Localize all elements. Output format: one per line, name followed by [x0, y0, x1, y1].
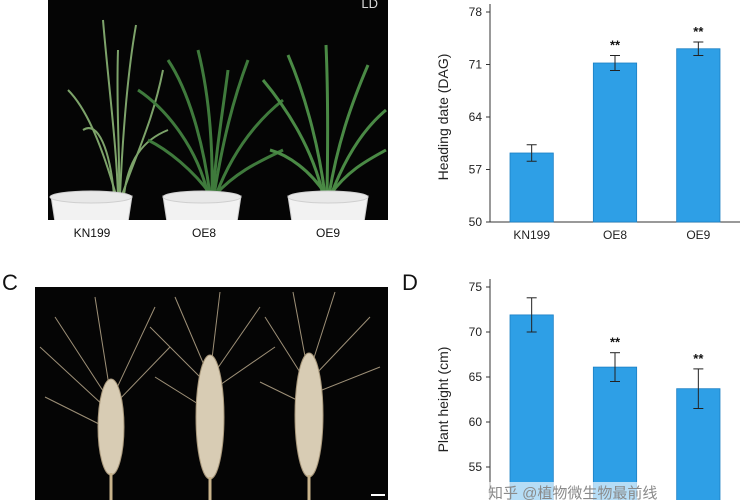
- significance-mark: **: [610, 38, 621, 53]
- bar-oe9: [676, 48, 721, 223]
- plants-illustration: [49, 19, 387, 220]
- photoperiod-tag: LD: [361, 0, 378, 11]
- x-tick-label: OE9: [686, 228, 710, 242]
- plant-label-oe8: OE8: [191, 226, 216, 240]
- plant-label-kn199: KN199: [73, 226, 111, 240]
- y-tick-label: 65: [469, 370, 483, 384]
- significance-mark: **: [693, 351, 704, 366]
- y-axis-label: Plant height (cm): [435, 347, 451, 453]
- x-tick-label: KN199: [513, 228, 550, 242]
- bar-kn199: [509, 314, 554, 500]
- y-tick-label: 75: [469, 280, 483, 294]
- plant-label-oe9: OE9: [315, 226, 340, 240]
- y-tick-label: 50: [469, 215, 483, 229]
- significance-mark: **: [610, 335, 621, 350]
- panel-letter-d: D: [402, 270, 418, 295]
- bar-kn199: [509, 152, 554, 223]
- spikes-illustration: [39, 291, 385, 500]
- y-tick-label: 57: [469, 163, 483, 177]
- plant-height-chart: 55 60 65 70 75 Plant height (cm) ** **: [435, 279, 721, 500]
- bar-oe8: [592, 366, 638, 500]
- panel-letter-c: C: [2, 270, 18, 295]
- plants-photo: LD: [48, 0, 388, 220]
- y-tick-label: 70: [469, 325, 483, 339]
- y-axis-label: Heading date (DAG): [435, 54, 451, 181]
- bar-oe8: [592, 62, 638, 223]
- y-tick-label: 71: [469, 58, 483, 72]
- x-tick-label: OE8: [603, 228, 627, 242]
- heading-date-chart: 50 57 64 71 78 Heading date (DAG) KN199 ** OE8 **…: [435, 4, 740, 242]
- y-tick-label: 64: [469, 110, 483, 124]
- y-tick-label: 78: [469, 5, 483, 19]
- spikes-photo: [35, 287, 388, 500]
- y-tick-label: 60: [469, 415, 483, 429]
- y-tick-label: 55: [469, 460, 483, 474]
- watermark: 知乎 @植物微生物最前线: [484, 482, 662, 503]
- significance-mark: **: [693, 24, 704, 39]
